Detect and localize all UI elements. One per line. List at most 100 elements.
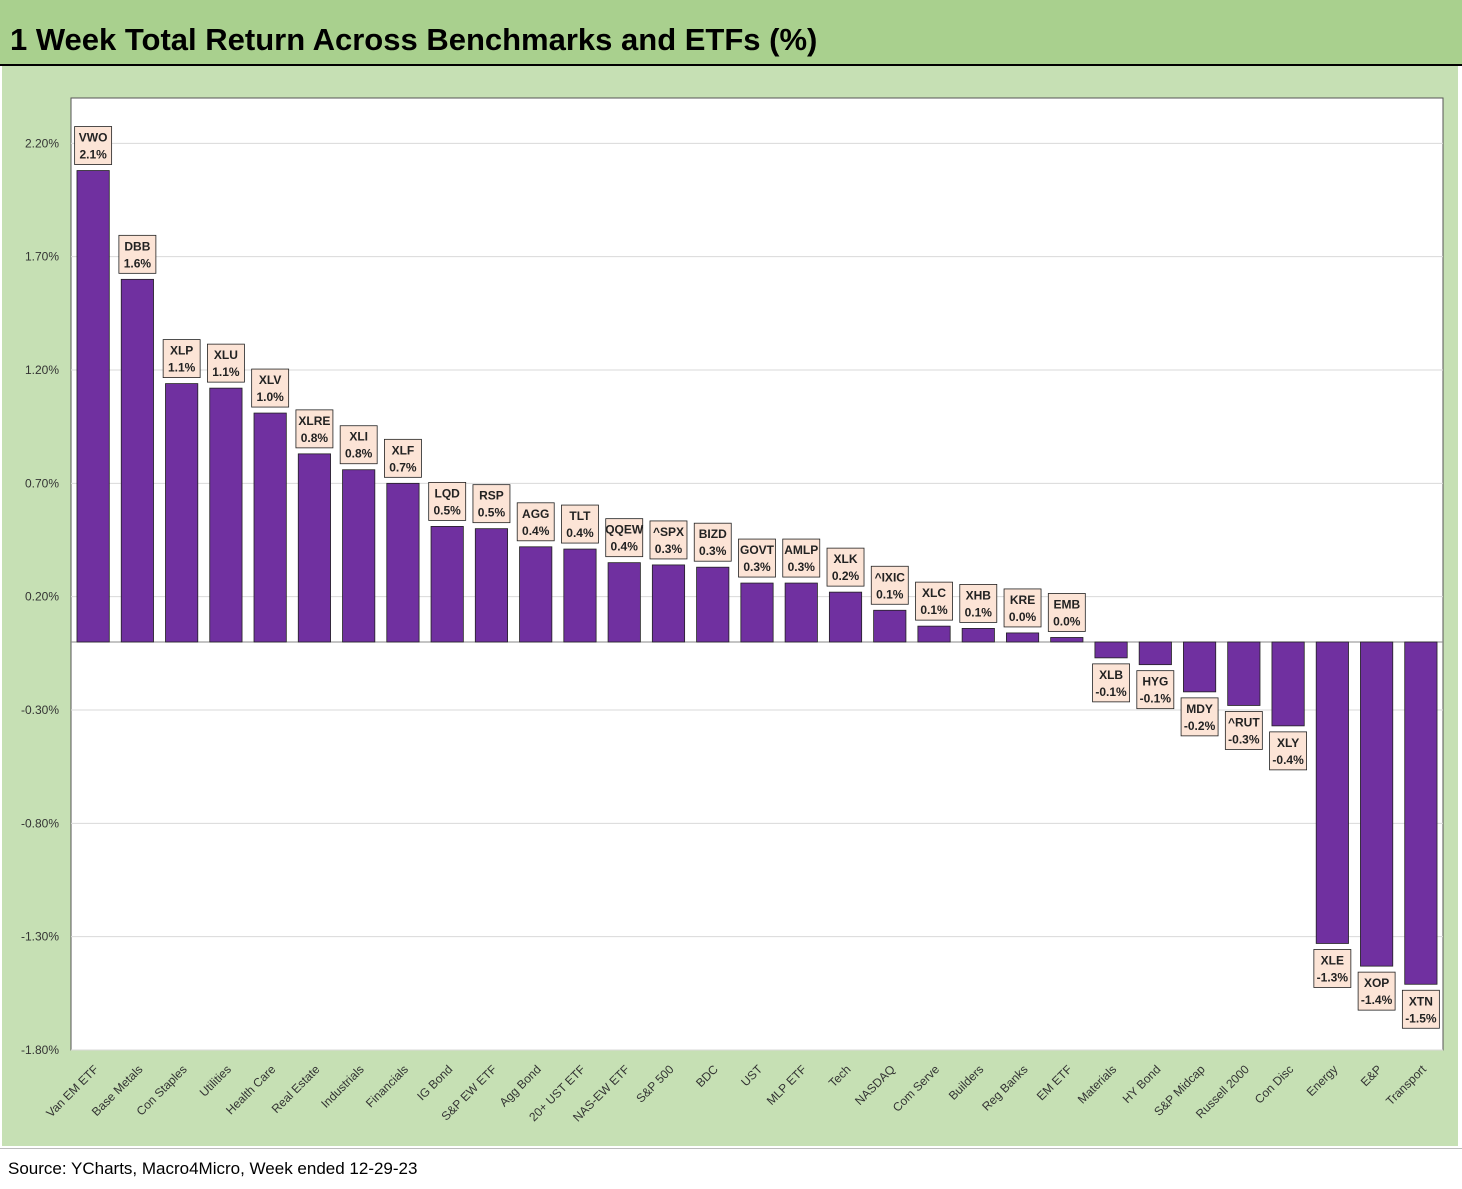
x-tick-label: Industrials [318,1062,367,1111]
data-label-value: 1.0% [256,390,284,404]
bar [297,453,331,643]
data-label-ticker: HYG [1142,675,1168,689]
x-tick-label: E&P [1358,1062,1385,1089]
bar [209,387,243,643]
data-label-box [1092,663,1130,703]
bar [917,625,951,643]
data-label-ticker: KRE [1010,593,1035,607]
data-label-box [162,339,201,379]
bar [253,412,287,643]
bar [1227,641,1261,706]
bar [1183,641,1217,693]
data-label-ticker: XLF [392,443,415,457]
chart-title-bar: 1 Week Total Return Across Benchmarks an… [0,0,1462,66]
y-tick-label: -0.80% [21,816,59,830]
data-label-box [561,504,599,544]
data-label-value: 1.1% [168,361,196,375]
data-label-value: -1.5% [1405,1011,1437,1025]
x-tick-label: Con Disc [1252,1062,1296,1106]
data-label-value: 0.4% [566,526,594,540]
data-label-ticker: XLY [1277,736,1299,750]
data-label-ticker: VWO [79,131,108,145]
data-label-ticker: XLC [922,586,946,600]
data-label-box [693,522,732,562]
data-label-ticker: RSP [479,489,504,503]
data-label-ticker: XTN [1409,994,1433,1008]
data-label-ticker: XLRE [298,414,330,428]
bar [784,582,818,643]
data-label-box [1313,949,1352,988]
x-tick-label: Real Estate [269,1062,323,1116]
data-label-box [251,368,290,408]
bar [76,170,110,643]
data-label-value: -1.4% [1361,993,1393,1007]
x-tick-label: Builders [946,1062,987,1103]
y-tick-label: -1.30% [21,930,59,944]
footer: Source: YCharts, Macro4Micro, Week ended… [0,1148,1462,1189]
bar [828,591,863,643]
data-label-value: 0.8% [301,431,329,445]
x-tick-label: Com Serve [890,1062,943,1115]
data-label-value: -1.3% [1317,970,1349,984]
data-label-value: 0.2% [832,569,860,583]
data-label-ticker: QQEW [605,523,644,537]
data-label-box [74,126,113,165]
data-label-box [384,438,422,478]
bar [430,526,464,643]
data-label-box [959,584,998,623]
data-label-ticker: LQD [435,486,461,500]
bar [165,383,199,643]
data-label-box [915,581,953,621]
x-tick-label: Financials [363,1062,411,1110]
data-label-box [870,565,909,605]
data-label-ticker: TLT [569,509,591,523]
data-label-value: 0.0% [1053,614,1081,628]
data-label-ticker: AGG [522,507,549,521]
data-label-box [472,484,511,524]
x-tick-label: NASDAQ [852,1062,898,1108]
data-label-ticker: GOVT [740,543,775,557]
data-label-box [1136,670,1175,710]
data-label-value: 2.1% [79,148,107,162]
x-tick-label: Utilities [197,1062,234,1099]
bar [1005,632,1040,643]
bar [474,528,509,643]
data-label-ticker: XLI [349,430,368,444]
data-label-ticker: AMLP [784,543,818,557]
y-tick-label: -0.30% [21,703,59,717]
data-label-box [782,538,821,578]
y-tick-label: -1.80% [21,1043,59,1057]
data-label-value: 0.7% [389,460,417,474]
x-tick-label: EM ETF [1034,1062,1075,1103]
data-label-value: 0.3% [699,544,727,558]
data-label-value: 0.5% [434,503,462,517]
bar [740,582,774,643]
data-label-ticker: XHB [966,588,992,602]
data-label-value: 0.1% [876,587,904,601]
data-label-box [295,409,334,449]
data-label-box [1269,731,1307,771]
data-label-value: 0.1% [965,605,993,619]
data-label-value: -0.1% [1095,685,1127,699]
bar [1404,641,1438,985]
data-label-ticker: ^IXIC [875,570,906,584]
x-tick-label: Reg Banks [979,1062,1030,1113]
y-tick-label: 1.70% [25,250,59,264]
data-label-value: -0.4% [1272,753,1304,767]
bar [1271,641,1305,727]
x-tick-label: UST [738,1062,765,1089]
source-note: Source: YCharts, Macro4Micro, Week ended… [8,1159,418,1178]
data-label-ticker: EMB [1053,597,1080,611]
data-label-ticker: XLV [259,373,281,387]
x-tick-label: IG Bond [414,1062,455,1103]
data-label-box [1003,588,1042,628]
chart-title: 1 Week Total Return Across Benchmarks an… [10,22,818,57]
data-label-ticker: DBB [124,239,150,253]
x-tick-label: MLP ETF [764,1062,810,1108]
data-label-ticker: XLK [834,552,858,566]
bar [1360,641,1394,967]
bar [1315,641,1349,944]
x-tick-label: Transport [1383,1062,1429,1108]
data-label-box [1180,697,1219,737]
bar [873,609,907,643]
